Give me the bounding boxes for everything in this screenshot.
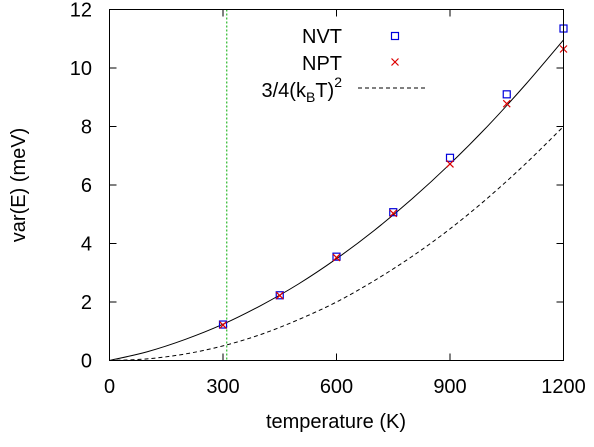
x-axis-label: temperature (K) [266,411,406,433]
series-line-3-4-kbt-2 [109,126,564,361]
legend-reference-superscript: 2 [334,74,342,90]
y-tick-label-5: 10 [70,58,92,80]
plot-lines [109,9,564,361]
point-nvt-2 [332,252,341,261]
x-tick-label-2: 600 [320,376,353,398]
point-nvt-0 [218,320,228,329]
point-npt-2 [332,253,341,262]
legend-label-npt: NPT [302,53,342,75]
point-nvt-1 [275,291,284,300]
data-markers [218,24,568,330]
point-nvt-4 [445,153,455,162]
x-tick-label-0: 0 [104,376,115,398]
legend-reference-base: 3/4(k [262,80,307,102]
y-tick-label-6: 12 [70,0,92,22]
x-tick-label-4: 1200 [541,376,586,398]
point-nvt-3 [389,208,398,217]
legend-marker-npt [391,58,399,66]
x-tick-label-3: 900 [433,376,466,398]
axis-ticks: 0 300 600 900 1200 0 2 4 6 8 10 12 [70,0,586,398]
point-npt-3 [389,209,398,218]
series-line-fit [109,39,564,361]
legend: NVT NPT 3/4(kBT)2 [262,26,428,105]
y-tick-label-0: 0 [81,351,92,373]
point-npt-0 [219,321,227,330]
legend-reference-mid: T) [315,80,334,102]
x-tick-label-1: 300 [206,376,239,398]
legend-reference-subscript: B [306,89,315,105]
legend-label-reference: 3/4(kBT)2 [262,74,343,105]
y-tick-label-4: 8 [81,117,92,139]
point-npt-4 [446,160,454,168]
legend-label-nvt: NVT [302,26,342,48]
point-npt-5 [502,99,511,108]
y-tick-label-2: 4 [81,234,92,256]
y-tick-label-3: 6 [81,175,92,197]
y-axis-label: var(E) (meV) [8,128,30,242]
point-nvt-5 [502,90,511,99]
y-tick-label-1: 2 [81,292,92,314]
point-npt-1 [275,291,284,300]
legend-marker-nvt [390,31,400,41]
